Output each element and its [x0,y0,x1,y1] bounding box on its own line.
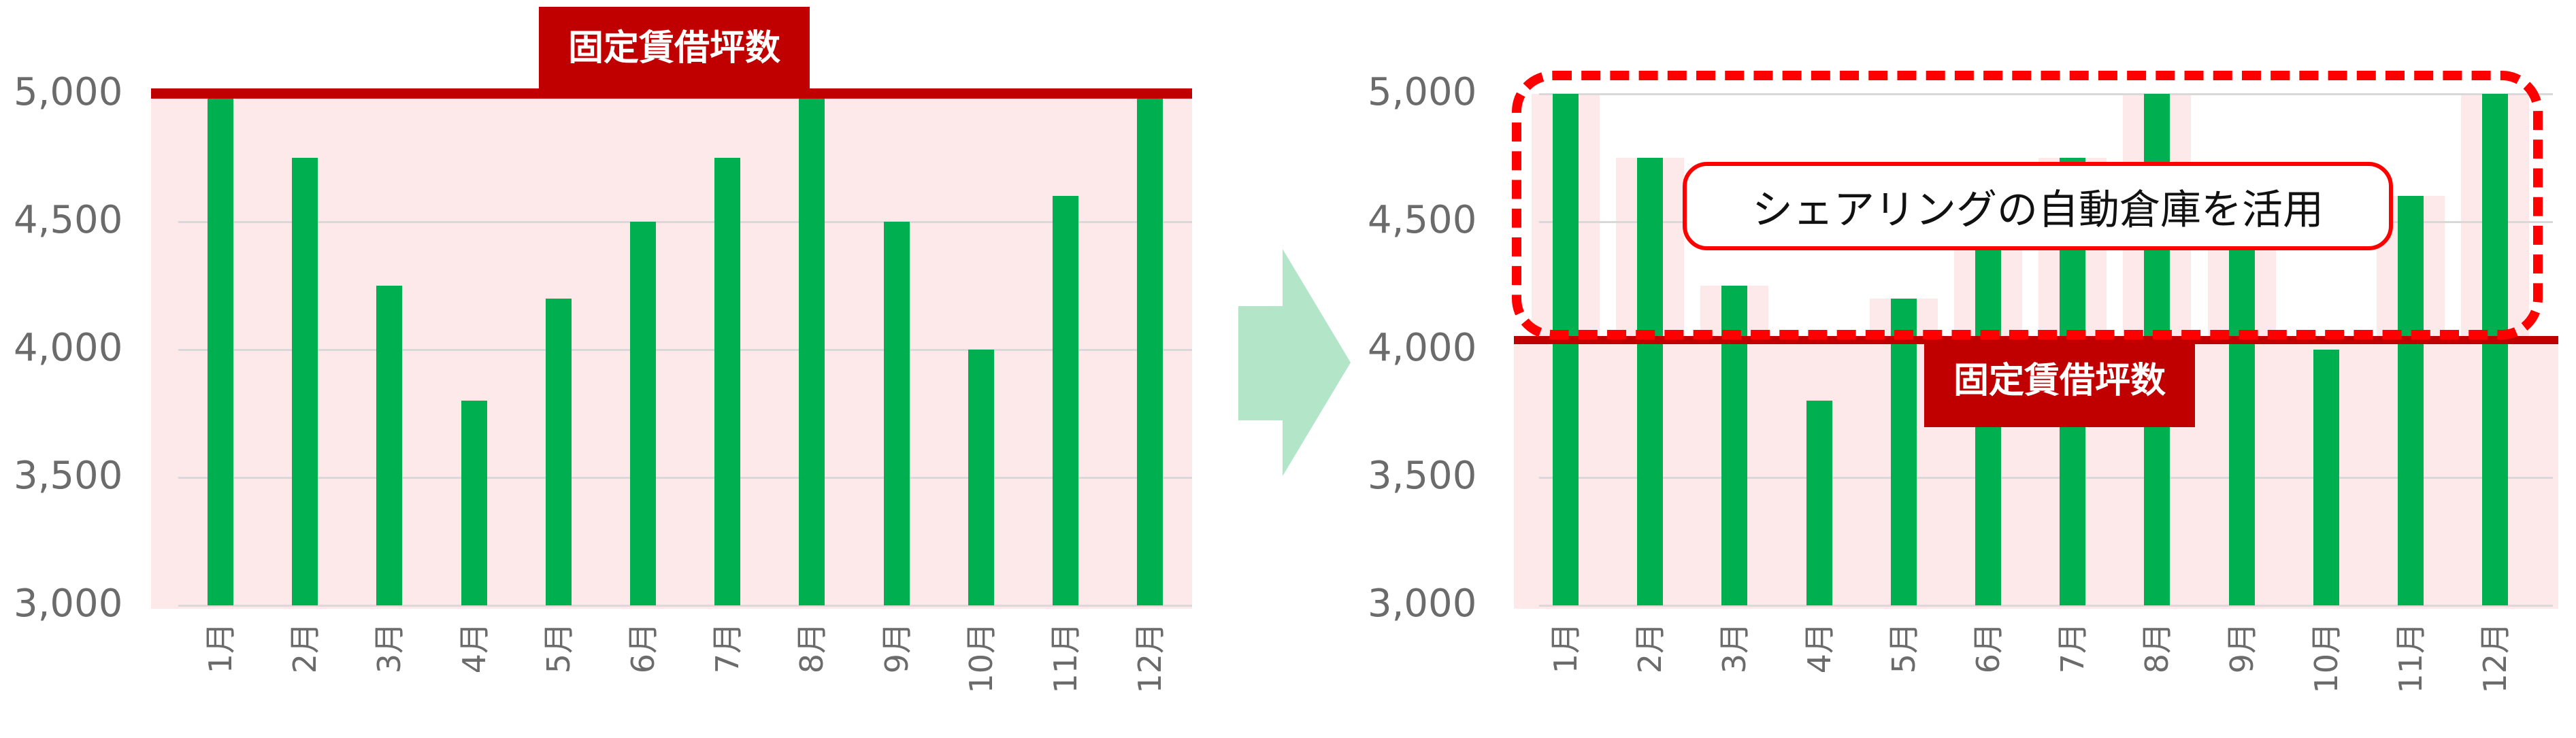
bar-9 [883,222,910,605]
x-axis-month-label: 3月 [1716,622,1753,674]
bar-10 [968,350,994,605]
x-axis-month-label: 6月 [1970,622,2007,674]
y-axis-tick-label: 4,500 [1368,198,1477,242]
bar-10 [2313,350,2339,605]
x-axis-month-label: 8月 [793,622,831,674]
x-axis-month-label: 9月 [2223,622,2260,674]
fixed-lease-label: 固定賃借坪数 [539,7,810,95]
bar-5 [1890,298,1917,605]
gridline [1539,93,2553,95]
bar-1 [1553,94,1579,605]
y-axis-tick-label: 3,500 [14,454,123,498]
bar-11 [1053,196,1078,605]
bar-4 [461,401,487,605]
bar-2 [1637,158,1664,605]
bar-7 [714,158,741,605]
x-axis-month-label: 1月 [1547,622,1584,674]
x-axis-month-label: 10月 [2307,622,2345,694]
bar-11 [2398,196,2424,605]
plot-background [151,94,1192,609]
y-axis-tick-label: 3,000 [14,582,123,626]
right-arrow-icon [1238,249,1351,476]
x-axis-month-label: 8月 [2139,622,2176,674]
x-axis-month-label: 4月 [455,622,493,674]
bar-4 [1806,401,1832,605]
bar-1 [208,94,233,605]
x-axis-month-label: 7月 [709,622,746,674]
sharing-warehouse-callout: シェアリングの自動倉庫を活用 [1683,162,2393,250]
y-axis-tick-label: 3,500 [1368,454,1477,498]
bar-6 [630,222,656,605]
y-axis-tick-label: 3,000 [1368,582,1477,626]
x-axis-month-label: 12月 [1132,622,1169,694]
x-axis-month-label: 2月 [286,622,324,674]
x-axis-month-label: 2月 [1632,622,1669,674]
x-axis-month-label: 12月 [2477,622,2514,694]
gridline [178,221,1192,223]
gridline [1539,477,2553,479]
gridline [1539,605,2553,607]
bar-12 [2482,94,2509,605]
sharing-area-dashed-outline [1512,71,2543,339]
bar-8 [799,94,825,605]
y-axis-tick-label: 4,000 [1368,326,1477,370]
x-axis-month-label: 4月 [1800,622,1838,674]
x-axis-month-label: 11月 [2392,622,2429,694]
bar-9 [2228,222,2255,605]
gridline [178,605,1192,607]
x-axis-month-label: 1月 [202,622,239,674]
bar-12 [1137,94,1163,605]
y-axis-tick-label: 5,000 [1368,70,1477,114]
x-axis-month-label: 10月 [962,622,1000,694]
bar-5 [545,298,572,605]
x-axis-month-label: 5月 [540,622,577,674]
gridline [178,477,1192,479]
x-axis-month-label: 7月 [2054,622,2092,674]
x-axis-month-label: 9月 [878,622,915,674]
y-axis-tick-label: 4,000 [14,326,123,370]
fixed-lease-label: 固定賃借坪数 [1924,340,2195,427]
bar-3 [376,286,403,605]
gridline [178,349,1192,351]
x-axis-month-label: 5月 [1885,622,1922,674]
x-axis-month-label: 3月 [371,622,408,674]
y-axis-tick-label: 5,000 [14,70,123,114]
y-axis-tick-label: 4,500 [14,198,123,242]
x-axis-month-label: 11月 [1047,622,1084,694]
x-axis-month-label: 6月 [625,622,661,674]
bar-2 [292,158,318,605]
